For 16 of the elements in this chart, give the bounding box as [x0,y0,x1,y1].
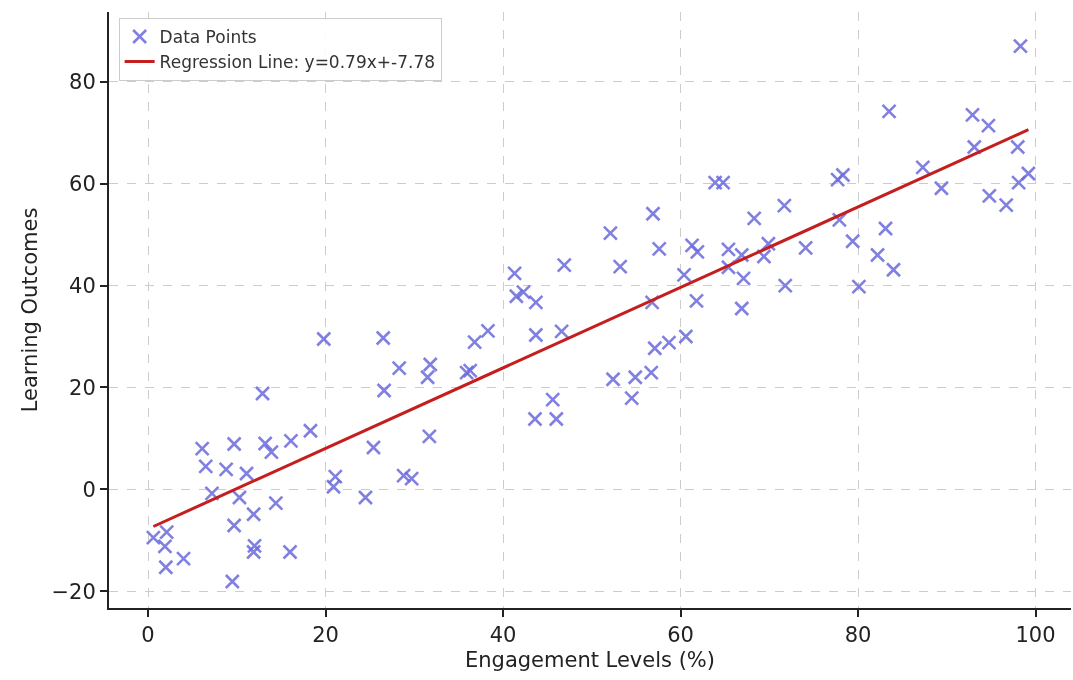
y-tick-label: −20 [51,579,96,604]
y-tick-label: 20 [69,375,96,400]
x-tick-label: 20 [312,623,339,648]
x-tick-label: 40 [489,623,517,648]
legend-label: Regression Line: y=0.79x+-7.78 [159,52,436,73]
x-axis-title: Engagement Levels (%) [464,647,716,672]
x-tick-label: 60 [667,623,694,648]
x-tick-label: 0 [141,623,155,648]
legend-label: Data Points [159,27,257,48]
y-tick-label: 40 [69,273,96,298]
y-tick-label: 0 [82,477,96,502]
x-tick-label: 80 [844,623,872,648]
y-tick-label: 80 [69,70,96,95]
y-tick-label: 60 [69,172,96,197]
y-axis-title: Learning Outcomes [18,207,43,413]
x-tick-label: 100 [1015,623,1056,648]
